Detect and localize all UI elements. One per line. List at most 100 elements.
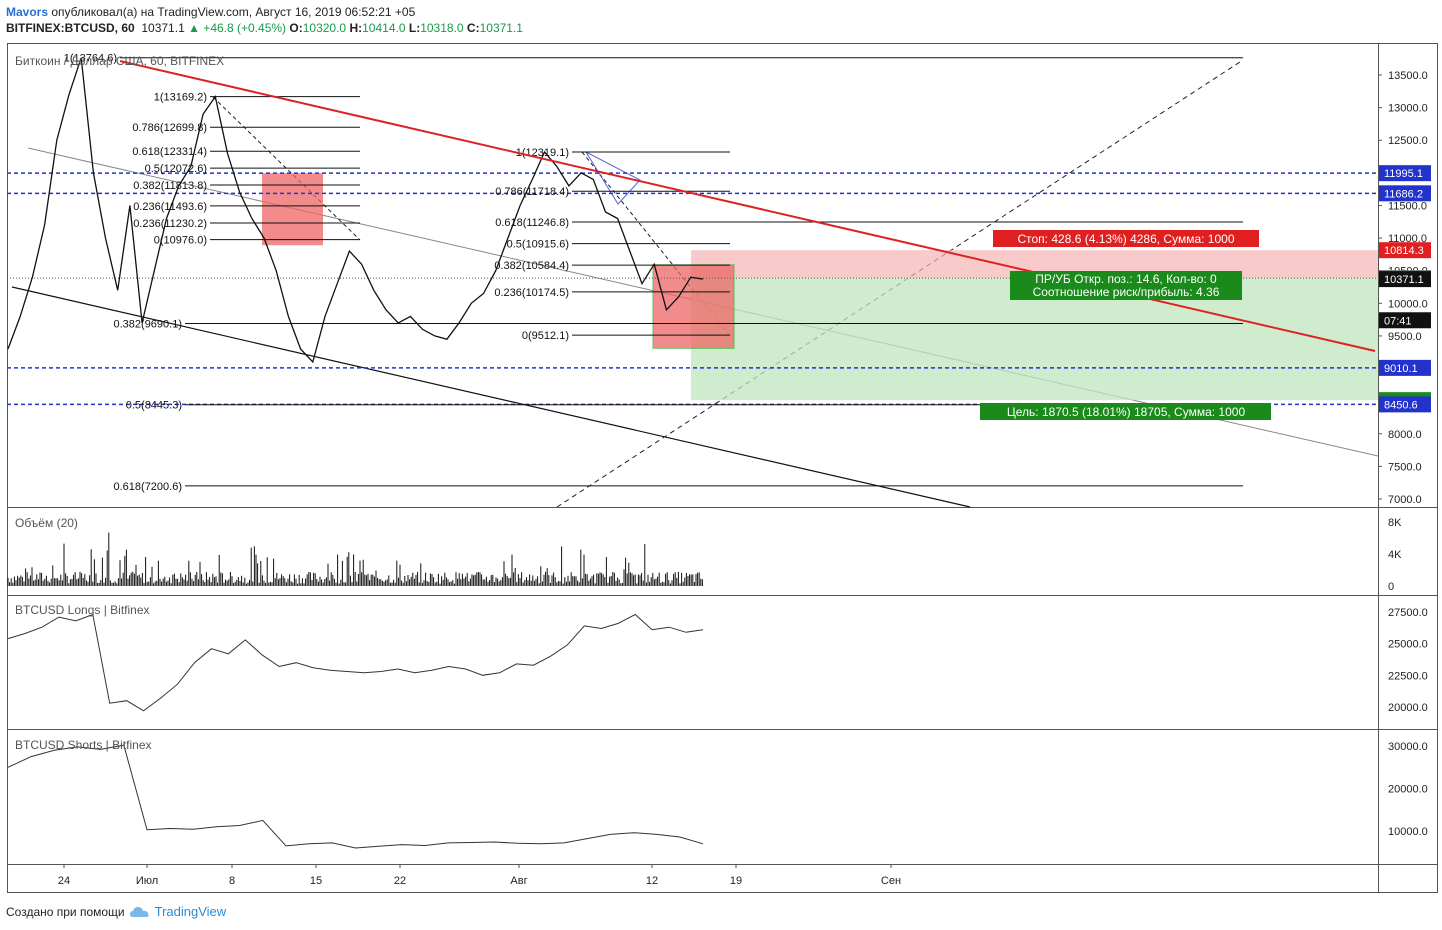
- fib-left-label-8: 0(10976.0): [154, 235, 207, 247]
- fib-left-label-4: 0.5(12072.6): [145, 163, 207, 175]
- price-tag-bg-2: [1379, 242, 1431, 259]
- fib-levels: 1(13764.6) 1(13169.2) 0.786(12699.8) 0.618(…: [64, 53, 1243, 493]
- volume-bars: [7, 532, 703, 586]
- y-tick-label-6: 10000.0: [1388, 298, 1428, 310]
- target-label-bg: [980, 403, 1271, 420]
- high-label: H:: [349, 21, 363, 35]
- triangle-pattern[interactable]: [585, 151, 641, 205]
- price-tag-5: 07:41: [1384, 315, 1412, 327]
- pnl-label-bg: [1010, 271, 1242, 300]
- vol-tick-label-1: 4K: [1388, 549, 1402, 561]
- ratio-label: Соотношение риск/прибыль: 4.36: [1033, 285, 1220, 299]
- fib-left-label-9: 0.382(9690.1): [114, 319, 183, 331]
- price-tag-1: 11686.2: [1384, 188, 1423, 200]
- fib-left-label-5: 0.382(11813.8): [133, 180, 207, 192]
- longs-tick-label-2: 25000.0: [1388, 639, 1428, 651]
- longs-panel-title: BTCUSD Longs | Bitfinex: [15, 603, 150, 617]
- volume-panel: 8K 4K 0: [7, 517, 1402, 593]
- fib-right-label-6: 0(9512.1): [522, 330, 569, 342]
- y-tick-label-1: 7500.0: [1388, 461, 1422, 473]
- x-tick-label-8: Сен: [881, 875, 901, 887]
- y-tick-label-12: 13000.0: [1388, 103, 1428, 115]
- x-tick-label-7: 19: [730, 875, 742, 887]
- footer-brand[interactable]: TradingView: [154, 904, 227, 919]
- supply-box-left: [262, 173, 323, 246]
- volume-panel-title: Объём (20): [15, 516, 78, 530]
- fib-right-label-3: 0.5(10915.6): [507, 239, 569, 251]
- shorts-line: [7, 744, 704, 849]
- y-tick-label-8: 11000.0: [1388, 233, 1427, 245]
- symbol-label: BITFINEX:BTCUSD, 60: [6, 21, 135, 35]
- price-series: [7, 57, 704, 364]
- price-tag-8: 8450.6: [1384, 399, 1418, 411]
- low-label: L:: [408, 21, 421, 35]
- publish-line: Mavors опубликовал(а) на TradingView.com…: [6, 4, 523, 20]
- fib-left-label-1: 1(13169.2): [154, 92, 207, 104]
- panel-titles: Биткоин / Доллар США, 60, BITFINEX Объём …: [15, 54, 224, 752]
- channel-lower-line[interactable]: [11, 286, 971, 508]
- fib-right-label-2: 0.618(11246.8): [495, 217, 569, 229]
- main-price-axis: 7000.07500.08000.08500.09000.09500.01000…: [1378, 70, 1431, 506]
- x-tick-label-6: 12: [646, 875, 658, 887]
- published-text: опубликовал(а) на TradingView.com, Авгус…: [51, 5, 416, 19]
- fib-leg-left[interactable]: [212, 96, 361, 241]
- fib-right-label-5: 0.236(10174.5): [494, 287, 569, 299]
- price-tag-bg-8: [1379, 396, 1431, 413]
- longs-panel: 20000.0 22500.0 25000.0 27500.0: [7, 607, 1428, 714]
- vol-tick-label-0: 8K: [1388, 517, 1402, 529]
- time-axis: 24 Июл 8 15 22 Авг 12 19 Сен: [58, 864, 901, 887]
- btc-price-line: [7, 57, 704, 364]
- price-tag-6: 9010.1: [1384, 363, 1418, 375]
- shorts-tick-label-0: 10000.0: [1388, 826, 1428, 838]
- open-value: 10320.0: [302, 21, 347, 35]
- chart-frame: [7, 43, 1438, 893]
- high-value: 10414.0: [362, 21, 406, 35]
- price-tag-bg-6: [1379, 359, 1431, 376]
- low-value: 10318.0: [420, 21, 464, 35]
- longs-line: [7, 613, 704, 712]
- fib-right-label-4: 0.382(10584.4): [494, 260, 569, 272]
- position-annotations: Стоп: 428.6 (4.13%) 4286, Сумма: 1000 ПР/…: [980, 230, 1271, 420]
- x-tick-label-4: 22: [394, 875, 406, 887]
- price-tag-bg-0: [1379, 165, 1431, 182]
- shorts-panel-title: BTCUSD Shorts | Bitfinex: [15, 738, 152, 752]
- target-label: Цель: 1870.5 (18.01%) 18705, Сумма: 1000: [1007, 405, 1246, 419]
- supply-box-right: [652, 264, 735, 349]
- close-label: C:: [466, 21, 480, 35]
- longs-tick-label-3: 27500.0: [1388, 607, 1428, 619]
- fib-left-label-3: 0.618(12331.4): [132, 146, 207, 158]
- red-trendline[interactable]: [119, 60, 1376, 352]
- close-value: 10371.1: [479, 21, 523, 35]
- fib-left-label-0: 1(13764.6): [64, 53, 117, 65]
- price-tag-bg-4: [1379, 271, 1431, 288]
- y-tick-label-11: 12500.0: [1388, 135, 1428, 147]
- stop-label: Стоп: 428.6 (4.13%) 4286, Сумма: 1000: [1017, 232, 1234, 246]
- price-change: ▲ +46.8 (+0.45%): [188, 21, 287, 35]
- price-tag-0: 11995.1: [1384, 168, 1423, 180]
- x-tick-label-3: 15: [310, 875, 322, 887]
- shorts-panel: 10000.0 20000.0 30000.0: [7, 741, 1428, 849]
- y-tick-label-0: 7000.0: [1388, 494, 1422, 506]
- shorts-tick-label-2: 30000.0: [1388, 741, 1428, 753]
- author-link[interactable]: Mavors: [6, 5, 49, 19]
- fib-right-label-1: 0.786(11718.4): [495, 186, 569, 198]
- vol-tick-label-2: 0: [1388, 581, 1394, 593]
- price-tag-2: 10814.3: [1384, 245, 1424, 257]
- open-label: O:: [289, 21, 303, 35]
- x-tick-label-2: 8: [229, 875, 235, 887]
- last-price: 10371.1: [141, 21, 185, 35]
- longs-tick-label-1: 22500.0: [1388, 670, 1428, 682]
- fib-left-label-7: 0.236(11230.2): [133, 218, 207, 230]
- shorts-tick-label-1: 20000.0: [1388, 784, 1428, 796]
- tradingview-cloud-icon: [129, 906, 149, 917]
- main-panel-title: Биткоин / Доллар США, 60, BITFINEX: [15, 54, 224, 68]
- footer: Создано при помощи TradingView: [6, 904, 226, 919]
- ohlc-line: BITFINEX:BTCUSD, 60 10371.1 ▲ +46.8 (+0.…: [6, 20, 523, 36]
- fib-left-label-6: 0.236(11493.6): [133, 201, 207, 213]
- x-tick-label-5: Авг: [510, 875, 527, 887]
- longs-tick-label-0: 20000.0: [1388, 702, 1428, 714]
- price-tag-bg-1: [1379, 185, 1431, 202]
- footer-text: Создано при помощи: [6, 904, 125, 919]
- y-tick-label-2: 8000.0: [1388, 429, 1422, 441]
